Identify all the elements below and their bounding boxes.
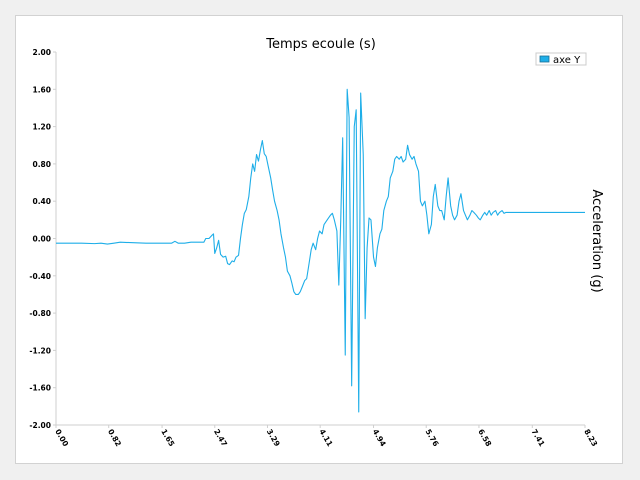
axes <box>55 52 585 426</box>
y-tick-label: -2.00 <box>29 421 51 430</box>
y-tick-label: -1.20 <box>29 346 51 355</box>
x-tick-label: 3.29 <box>265 428 282 449</box>
x-tick-label: 7.41 <box>530 428 547 449</box>
y-tick-label: 2.00 <box>32 48 51 57</box>
x-tick-label: 2.47 <box>212 428 229 449</box>
x-ticks: 0.00 0.82 1.65 2.47 3.29 4.11 4.94 5.76 6.58 7.41… <box>53 425 599 448</box>
chart-title: Temps ecoule (s) <box>265 37 376 52</box>
y-axis-label: Acceleration (g) <box>589 189 604 292</box>
y-tick-label: -1.60 <box>29 384 51 393</box>
x-tick-label: 0.82 <box>106 428 123 449</box>
y-tick-label: 1.60 <box>32 85 51 94</box>
x-tick-label: 6.58 <box>476 428 493 449</box>
x-tick-label: 1.65 <box>159 428 176 449</box>
series-line-axe-y <box>56 88 585 413</box>
y-ticks: 2.00 1.60 1.20 0.80 0.40 0.00 -0.40 -0.80 -1.20 -… <box>29 48 56 430</box>
plot-area <box>56 88 585 413</box>
chart-frame: Temps ecoule (s) Acceleration (g) axe Y … <box>15 15 623 464</box>
x-tick-label: 8.23 <box>582 428 599 449</box>
x-tick-label: 0.00 <box>53 428 70 449</box>
y-tick-label: -0.80 <box>29 309 51 318</box>
y-tick-label: 0.00 <box>32 235 51 244</box>
legend: axe Y <box>535 52 587 66</box>
x-tick-label: 4.94 <box>371 428 388 449</box>
y-tick-label: -0.40 <box>29 272 51 281</box>
legend-label: axe Y <box>553 55 581 66</box>
y-tick-label: 0.80 <box>32 160 51 169</box>
legend-swatch <box>539 55 550 63</box>
x-tick-label: 5.76 <box>424 428 441 449</box>
y-tick-label: 0.40 <box>32 197 51 206</box>
y-tick-label: 1.20 <box>32 123 51 132</box>
line-chart: Temps ecoule (s) Acceleration (g) axe Y … <box>29 37 604 448</box>
x-tick-label: 4.11 <box>317 428 334 449</box>
